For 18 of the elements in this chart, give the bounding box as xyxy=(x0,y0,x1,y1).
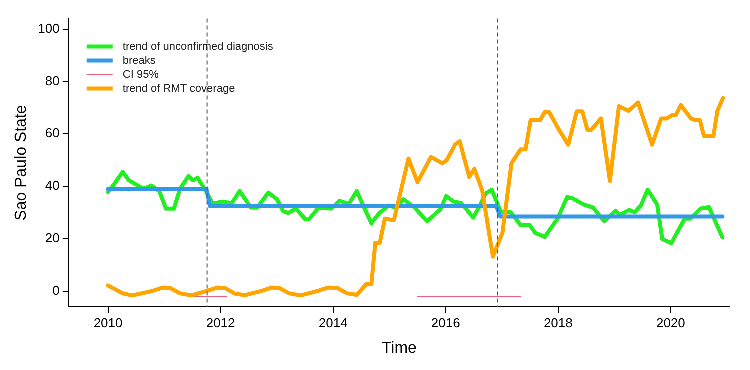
y-tick-label: 60 xyxy=(45,126,60,141)
x-tick-label: 2012 xyxy=(206,316,236,331)
x-tick-label: 2014 xyxy=(318,316,348,331)
y-axis-title: Sao Paulo State xyxy=(13,105,30,221)
y-tick-label: 80 xyxy=(45,73,60,88)
y-tick-label: 20 xyxy=(45,230,60,246)
legend-label: trend of unconfirmed diagnosis xyxy=(122,40,274,53)
x-tick-label: 2018 xyxy=(544,316,573,331)
y-tick-label: 100 xyxy=(38,20,60,36)
y-tick-label: 40 xyxy=(45,178,60,194)
legend-label: breaks xyxy=(122,54,156,67)
legend-label: CI 95% xyxy=(122,68,160,81)
legend-label: trend of RMT coverage xyxy=(122,82,236,95)
y-tick-label: 0 xyxy=(52,283,60,298)
x-tick-label: 2020 xyxy=(656,316,686,331)
x-tick-label: 2016 xyxy=(431,316,460,331)
x-axis-title: Time xyxy=(382,340,418,357)
x-tick-label: 2010 xyxy=(94,316,123,331)
